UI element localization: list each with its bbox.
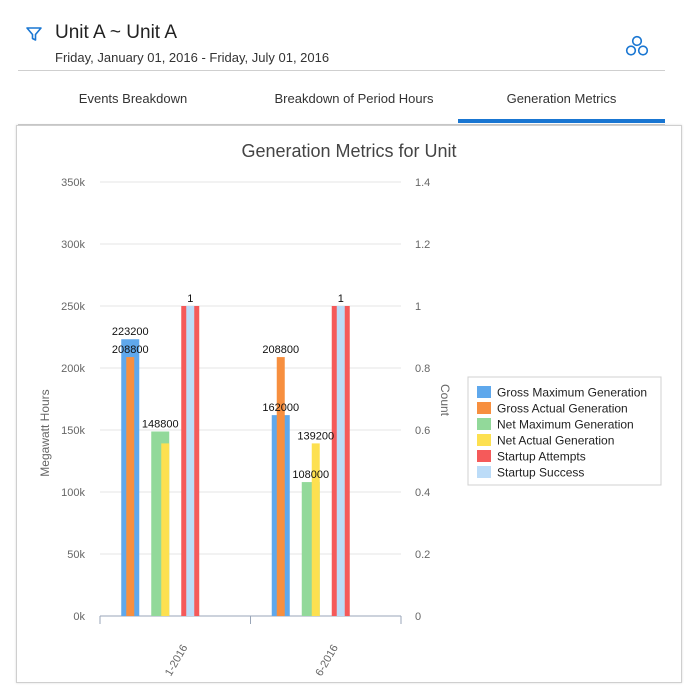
legend-swatch xyxy=(477,450,491,462)
date-range: Friday, January 01, 2016 - Friday, July … xyxy=(55,50,330,65)
tab-generation-metrics[interactable]: Generation Metrics xyxy=(458,71,665,123)
bar xyxy=(276,357,285,616)
filter-icon[interactable] xyxy=(25,25,43,43)
generation-metrics-chart: Generation Metrics for Unit 0k 50k 100k 150… xyxy=(38,141,662,679)
y-axis-label: Megawatt Hours xyxy=(38,389,52,476)
legend-label: Gross Actual Generation xyxy=(497,402,628,416)
bar xyxy=(336,306,345,616)
data-label: 1 xyxy=(187,293,193,305)
data-label: 208800 xyxy=(112,344,149,356)
y-tick-label: 100k xyxy=(61,487,85,499)
legend-label: Net Maximum Generation xyxy=(497,418,634,432)
y-tick-label: 50k xyxy=(67,549,85,561)
bar xyxy=(126,357,135,616)
y2-tick-label: 0 xyxy=(415,611,421,623)
legend-swatch xyxy=(477,434,491,446)
legend-box xyxy=(467,376,662,486)
bar xyxy=(186,306,195,616)
y-tick-label: 350k xyxy=(61,177,85,189)
legend-swatch xyxy=(477,466,491,478)
legend-label: Net Actual Generation xyxy=(497,434,614,448)
tab-events-breakdown[interactable]: Events Breakdown xyxy=(78,91,188,106)
legend-label: Gross Maximum Generation xyxy=(497,386,647,400)
data-label: 1 xyxy=(338,293,344,305)
page-title: Unit A ~ Unit A xyxy=(55,22,177,43)
y2-tick-label: 1.2 xyxy=(415,239,430,251)
header-divider xyxy=(18,70,665,71)
report-header: Unit A ~ Unit A Friday, January 01, 2016… xyxy=(0,0,689,71)
bar xyxy=(161,443,170,616)
y2-tick-label: 1 xyxy=(415,301,421,313)
y2-tick-label: 0.4 xyxy=(415,487,430,499)
y2-tick-label: 0.2 xyxy=(415,549,430,561)
y-tick-label: 300k xyxy=(61,239,85,251)
y2-tick-label: 0.6 xyxy=(415,425,430,437)
legend-swatch xyxy=(477,386,491,398)
y-tick-label: 250k xyxy=(61,301,85,313)
legend-label: Startup Success xyxy=(497,466,584,480)
data-label: 223200 xyxy=(112,326,149,338)
data-label: 148800 xyxy=(142,418,179,430)
tab-bar: Events Breakdown Breakdown of Period Hou… xyxy=(18,71,665,125)
chart-panel: Generation Metrics for Unit 0k 50k 100k 150… xyxy=(16,125,682,683)
chart-legend: Gross Maximum Generation Gross Actual Gen… xyxy=(467,376,662,486)
legend-swatch xyxy=(477,402,491,414)
y-tick-label: 0k xyxy=(73,611,85,623)
x-tick-label: 6-2016 xyxy=(313,643,341,679)
y2-axis-label: Count xyxy=(438,384,452,417)
data-label: 139200 xyxy=(297,430,334,442)
data-label: 162000 xyxy=(262,402,299,414)
y2-tick-label: 0.8 xyxy=(415,363,430,375)
y2-tick-label: 1.4 xyxy=(415,177,430,189)
data-label: 208800 xyxy=(262,344,299,356)
legend-label: Startup Attempts xyxy=(497,450,586,464)
data-label: 108000 xyxy=(292,469,329,481)
tab-breakdown-period-hours[interactable]: Breakdown of Period Hours xyxy=(274,91,434,106)
legend-swatch xyxy=(477,418,491,430)
x-tick-label: 1-2016 xyxy=(163,643,191,679)
y-tick-label: 150k xyxy=(61,425,85,437)
bar xyxy=(311,443,320,616)
share-circles-icon[interactable] xyxy=(625,35,649,57)
chart-title: Generation Metrics for Unit xyxy=(241,141,456,161)
y-tick-label: 200k xyxy=(61,363,85,375)
